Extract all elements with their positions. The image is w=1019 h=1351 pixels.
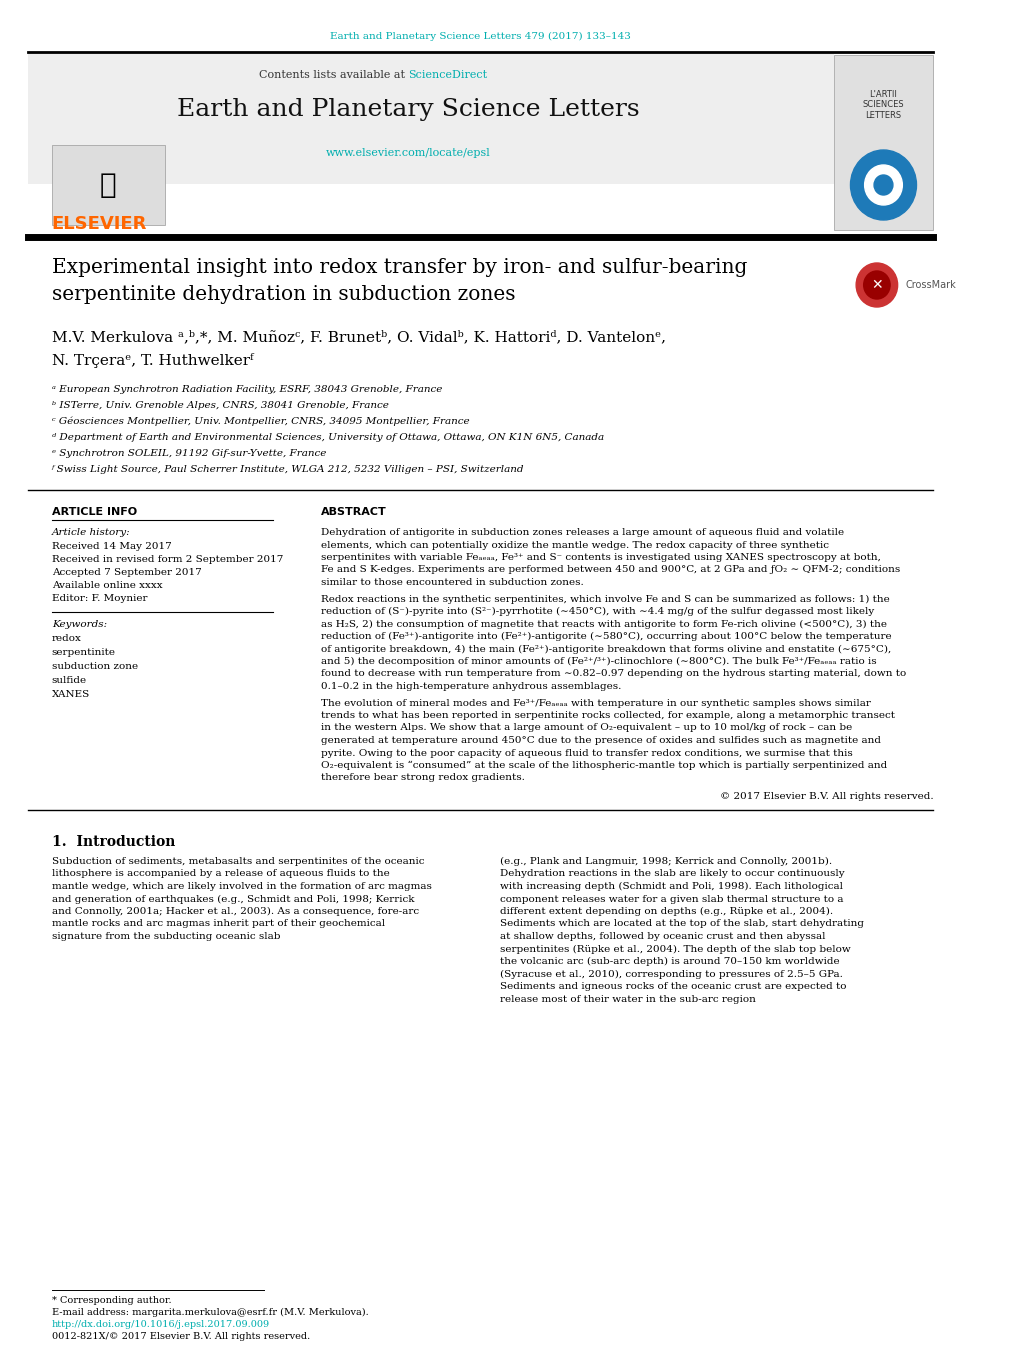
Circle shape bbox=[850, 150, 916, 220]
Text: Article history:: Article history: bbox=[52, 528, 130, 536]
Text: similar to those encountered in subduction zones.: similar to those encountered in subducti… bbox=[320, 578, 583, 586]
Text: Keywords:: Keywords: bbox=[52, 620, 107, 630]
Text: 🌿: 🌿 bbox=[100, 172, 116, 199]
FancyBboxPatch shape bbox=[52, 145, 165, 226]
Text: www.elsevier.com/locate/epsl: www.elsevier.com/locate/epsl bbox=[326, 149, 490, 158]
Circle shape bbox=[864, 165, 902, 205]
Text: redox: redox bbox=[52, 634, 82, 643]
Text: Received in revised form 2 September 2017: Received in revised form 2 September 201… bbox=[52, 555, 283, 563]
Text: ELSEVIER: ELSEVIER bbox=[52, 215, 147, 232]
Text: L'ARTII
SCIENCES
LETTERS: L'ARTII SCIENCES LETTERS bbox=[862, 91, 904, 120]
Text: Dehydration reactions in the slab are likely to occur continuously: Dehydration reactions in the slab are li… bbox=[499, 870, 844, 878]
Text: N. Trçeraᵉ, T. Huthwelkerᶠ: N. Trçeraᵉ, T. Huthwelkerᶠ bbox=[52, 353, 253, 367]
Text: ᵈ Department of Earth and Environmental Sciences, University of Ottawa, Ottawa, : ᵈ Department of Earth and Environmental … bbox=[52, 434, 603, 442]
Text: Accepted 7 September 2017: Accepted 7 September 2017 bbox=[52, 567, 202, 577]
Text: Sediments which are located at the top of the slab, start dehydrating: Sediments which are located at the top o… bbox=[499, 920, 863, 928]
Text: found to decrease with run temperature from ∼0.82–0.97 depending on the hydrous : found to decrease with run temperature f… bbox=[320, 670, 905, 678]
Text: the volcanic arc (sub-arc depth) is around 70–150 km worldwide: the volcanic arc (sub-arc depth) is arou… bbox=[499, 957, 839, 966]
Text: ᵉ Synchrotron SOLEIL, 91192 Gif-sur-Yvette, France: ᵉ Synchrotron SOLEIL, 91192 Gif-sur-Yvet… bbox=[52, 449, 326, 458]
Text: Available online xxxx: Available online xxxx bbox=[52, 581, 162, 590]
Text: Earth and Planetary Science Letters: Earth and Planetary Science Letters bbox=[176, 99, 639, 122]
Text: Earth and Planetary Science Letters 479 (2017) 133–143: Earth and Planetary Science Letters 479 … bbox=[330, 32, 631, 41]
FancyBboxPatch shape bbox=[834, 55, 932, 230]
Text: in the western Alps. We show that a large amount of O₂-equivalent – up to 10 mol: in the western Alps. We show that a larg… bbox=[320, 724, 851, 732]
Text: Contents lists available at: Contents lists available at bbox=[259, 70, 408, 80]
Text: ABSTRACT: ABSTRACT bbox=[320, 507, 386, 517]
Text: ARTICLE INFO: ARTICLE INFO bbox=[52, 507, 137, 517]
Text: ✕: ✕ bbox=[870, 278, 881, 292]
Text: reduction of (S⁻)-pyrite into (S²⁻)-pyrrhotite (∼450°C), with ∼4.4 mg/g of the s: reduction of (S⁻)-pyrite into (S²⁻)-pyrr… bbox=[320, 607, 873, 616]
Text: (e.g., Plank and Langmuir, 1998; Kerrick and Connolly, 2001b).: (e.g., Plank and Langmuir, 1998; Kerrick… bbox=[499, 857, 832, 866]
Text: component releases water for a given slab thermal structure to a: component releases water for a given sla… bbox=[499, 894, 843, 904]
Text: with increasing depth (Schmidt and Poli, 1998). Each lithological: with increasing depth (Schmidt and Poli,… bbox=[499, 882, 842, 892]
Text: (Syracuse et al., 2010), corresponding to pressures of 2.5–5 GPa.: (Syracuse et al., 2010), corresponding t… bbox=[499, 970, 842, 978]
Circle shape bbox=[873, 176, 892, 195]
Text: sulfide: sulfide bbox=[52, 676, 87, 685]
Text: and Connolly, 2001a; Hacker et al., 2003). As a consequence, fore-arc: and Connolly, 2001a; Hacker et al., 2003… bbox=[52, 907, 419, 916]
Circle shape bbox=[863, 272, 890, 299]
Text: Redox reactions in the synthetic serpentinites, which involve Fe and S can be su: Redox reactions in the synthetic serpent… bbox=[320, 594, 889, 604]
Text: reduction of (Fe³⁺)-antigorite into (Fe²⁺)-antigorite (∼580°C), occurring about : reduction of (Fe³⁺)-antigorite into (Fe²… bbox=[320, 632, 891, 642]
Text: mantle wedge, which are likely involved in the formation of arc magmas: mantle wedge, which are likely involved … bbox=[52, 882, 431, 892]
Text: and 5) the decomposition of minor amounts of (Fe²⁺/³⁺)-clinochlore (∼800°C). The: and 5) the decomposition of minor amount… bbox=[320, 657, 875, 666]
Text: signature from the subducting oceanic slab: signature from the subducting oceanic sl… bbox=[52, 932, 280, 942]
Text: 0012-821X/© 2017 Elsevier B.V. All rights reserved.: 0012-821X/© 2017 Elsevier B.V. All right… bbox=[52, 1332, 310, 1342]
Text: trends to what has been reported in serpentinite rocks collected, for example, a: trends to what has been reported in serp… bbox=[320, 711, 894, 720]
Text: © 2017 Elsevier B.V. All rights reserved.: © 2017 Elsevier B.V. All rights reserved… bbox=[719, 792, 932, 801]
Text: ᵇ ISTerre, Univ. Grenoble Alpes, CNRS, 38041 Grenoble, France: ᵇ ISTerre, Univ. Grenoble Alpes, CNRS, 3… bbox=[52, 401, 388, 409]
Text: pyrite. Owing to the poor capacity of aqueous fluid to transfer redox conditions: pyrite. Owing to the poor capacity of aq… bbox=[320, 748, 852, 758]
Text: mantle rocks and arc magmas inherit part of their geochemical: mantle rocks and arc magmas inherit part… bbox=[52, 920, 384, 928]
Text: generated at temperature around 450°C due to the presence of oxides and sulfides: generated at temperature around 450°C du… bbox=[320, 736, 879, 744]
Text: Fe and S K-edges. Experiments are performed between 450 and 900°C, at 2 GPa and : Fe and S K-edges. Experiments are perfor… bbox=[320, 566, 899, 574]
Text: 1.  Introduction: 1. Introduction bbox=[52, 835, 175, 848]
Text: serpentinites (Rüpke et al., 2004). The depth of the slab top below: serpentinites (Rüpke et al., 2004). The … bbox=[499, 944, 850, 954]
Text: therefore bear strong redox gradients.: therefore bear strong redox gradients. bbox=[320, 774, 524, 782]
Text: O₂-equivalent is “consumed” at the scale of the lithospheric-mantle top which is: O₂-equivalent is “consumed” at the scale… bbox=[320, 761, 886, 770]
Text: ᶠ Swiss Light Source, Paul Scherrer Institute, WLGA 212, 5232 Villigen – PSI, Sw: ᶠ Swiss Light Source, Paul Scherrer Inst… bbox=[52, 465, 524, 474]
FancyBboxPatch shape bbox=[29, 54, 834, 184]
Text: Subduction of sediments, metabasalts and serpentinites of the oceanic: Subduction of sediments, metabasalts and… bbox=[52, 857, 424, 866]
Text: M.V. Merkulova ᵃ,ᵇ,*, M. Muñozᶜ, F. Brunetᵇ, O. Vidalᵇ, K. Hattoriᵈ, D. Vantelon: M.V. Merkulova ᵃ,ᵇ,*, M. Muñozᶜ, F. Brun… bbox=[52, 330, 665, 345]
Text: elements, which can potentially oxidize the mantle wedge. The redox capacity of : elements, which can potentially oxidize … bbox=[320, 540, 827, 550]
Text: Editor: F. Moynier: Editor: F. Moynier bbox=[52, 594, 147, 603]
Text: Sediments and igneous rocks of the oceanic crust are expected to: Sediments and igneous rocks of the ocean… bbox=[499, 982, 846, 992]
Text: different extent depending on depths (e.g., Rüpke et al., 2004).: different extent depending on depths (e.… bbox=[499, 907, 833, 916]
Text: serpentinite dehydration in subduction zones: serpentinite dehydration in subduction z… bbox=[52, 285, 515, 304]
Text: serpentinite: serpentinite bbox=[52, 648, 116, 657]
Text: subduction zone: subduction zone bbox=[52, 662, 138, 671]
Text: * Corresponding author.: * Corresponding author. bbox=[52, 1296, 171, 1305]
Text: CrossMark: CrossMark bbox=[904, 280, 955, 290]
Text: release most of their water in the sub-arc region: release most of their water in the sub-a… bbox=[499, 994, 755, 1004]
Text: XANES: XANES bbox=[52, 690, 90, 698]
Text: ᶜ Géosciences Montpellier, Univ. Montpellier, CNRS, 34095 Montpellier, France: ᶜ Géosciences Montpellier, Univ. Montpel… bbox=[52, 417, 469, 427]
Text: Experimental insight into redox transfer by iron- and sulfur-bearing: Experimental insight into redox transfer… bbox=[52, 258, 747, 277]
Text: Received 14 May 2017: Received 14 May 2017 bbox=[52, 542, 171, 551]
Text: 0.1–0.2 in the high-temperature anhydrous assemblages.: 0.1–0.2 in the high-temperature anhydrou… bbox=[320, 682, 621, 690]
Text: at shallow depths, followed by oceanic crust and then abyssal: at shallow depths, followed by oceanic c… bbox=[499, 932, 824, 942]
Text: ScienceDirect: ScienceDirect bbox=[408, 70, 487, 80]
Text: as H₂S, 2) the consumption of magnetite that reacts with antigorite to form Fe-r: as H₂S, 2) the consumption of magnetite … bbox=[320, 620, 886, 628]
Text: and generation of earthquakes (e.g., Schmidt and Poli, 1998; Kerrick: and generation of earthquakes (e.g., Sch… bbox=[52, 894, 414, 904]
Text: The evolution of mineral modes and Fe³⁺/Feₐₑₐₐ with temperature in our synthetic: The evolution of mineral modes and Fe³⁺/… bbox=[320, 698, 869, 708]
Text: serpentinites with variable Feₐₑₐₐ, Fe³⁺ and S⁻ contents is investigated using X: serpentinites with variable Feₐₑₐₐ, Fe³⁺… bbox=[320, 553, 879, 562]
Text: of antigorite breakdown, 4) the main (Fe²⁺)-antigorite breakdown that forms oliv: of antigorite breakdown, 4) the main (Fe… bbox=[320, 644, 890, 654]
Text: http://dx.doi.org/10.1016/j.epsl.2017.09.009: http://dx.doi.org/10.1016/j.epsl.2017.09… bbox=[52, 1320, 270, 1329]
Circle shape bbox=[855, 263, 897, 307]
Text: ᵃ European Synchrotron Radiation Facility, ESRF, 38043 Grenoble, France: ᵃ European Synchrotron Radiation Facilit… bbox=[52, 385, 442, 394]
Text: E-mail address: margarita.merkulova@esrf.fr (M.V. Merkulova).: E-mail address: margarita.merkulova@esrf… bbox=[52, 1308, 368, 1317]
Text: Dehydration of antigorite in subduction zones releases a large amount of aqueous: Dehydration of antigorite in subduction … bbox=[320, 528, 843, 536]
Text: lithosphere is accompanied by a release of aqueous fluids to the: lithosphere is accompanied by a release … bbox=[52, 870, 389, 878]
